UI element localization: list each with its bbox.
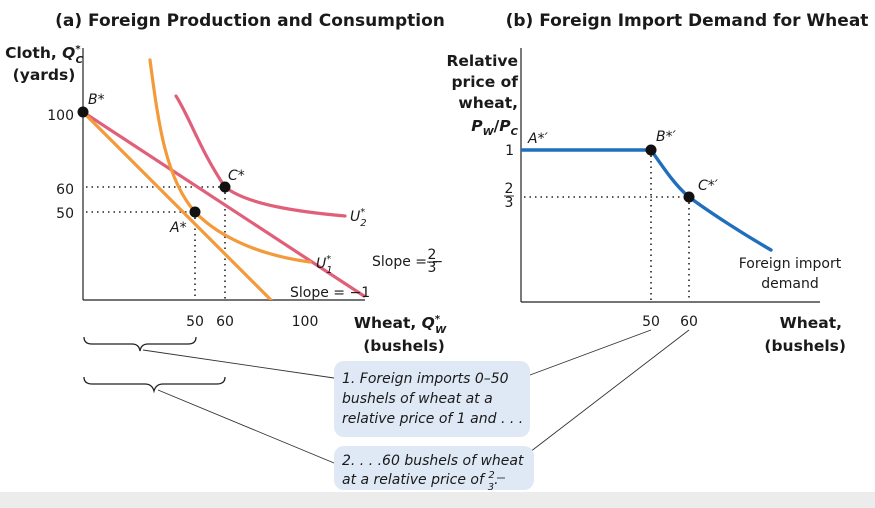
slope-two-thirds-line [83, 110, 366, 298]
panel-a-ytick-100: 100 [47, 108, 74, 124]
panel-a-xlabel-line1: Wheat, Q* W [354, 314, 447, 336]
panel-a-ytick-50: 50 [56, 206, 74, 222]
point-c-star-prime [683, 191, 695, 203]
panel-b-ylabel-line1: Relative [446, 52, 518, 70]
panel-a-title: (a) Foreign Production and Consumption [55, 11, 445, 31]
point-b-star [77, 106, 89, 118]
callout-2-box [334, 446, 534, 490]
panel-b-ytick-1: 1 [505, 143, 514, 159]
note2-line2: at a relative price of 2 3. [342, 470, 499, 492]
panel-b-xtick-60: 60 [680, 314, 698, 330]
label-u1: U* 1 [316, 254, 333, 276]
panel-b-ylabel-line3: wheat, [458, 94, 518, 112]
connector-note1-right [529, 329, 652, 376]
callout-1-box [334, 361, 530, 437]
panel-b-xtick-50: 50 [642, 314, 660, 330]
svg-text:2: 2 [505, 181, 514, 197]
panel-a-ylabel-line2: (yards) [13, 66, 76, 84]
point-b-star-prime [645, 144, 657, 156]
callout-note-2: 2. . . .60 bushels of wheat at a relativ… [334, 446, 534, 492]
brace-0-60 [83, 376, 226, 394]
connector-note1-left [142, 349, 335, 379]
note1-line1: 1. Foreign imports 0–50 [342, 371, 509, 387]
panel-a-ytick-60: 60 [56, 182, 74, 198]
slope-frac-den: 3 [428, 260, 437, 276]
note1-line2: bushels of wheat at a [342, 391, 493, 407]
label-a-star: A* [169, 220, 187, 236]
note2-line1: 2. . . .60 bushels of wheat [342, 453, 524, 469]
slope-frac-num: 2 [428, 247, 437, 263]
demand-label-line1: Foreign import [739, 256, 842, 272]
panel-a-guides [86, 186, 226, 300]
point-c-star [219, 181, 231, 193]
brace-0-50 [83, 336, 197, 352]
demand-label-line2: demand [761, 276, 818, 292]
label-c-star: C* [228, 168, 245, 184]
label-b-star-prime: B*′ [656, 129, 677, 145]
panel-b-guides [524, 150, 690, 302]
point-a-star [189, 206, 201, 218]
label-c-star-prime: C*′ [698, 178, 719, 194]
panel-b-ylabel-line2: price of [451, 73, 518, 91]
label-slope-two-thirds: Slope = − [372, 254, 443, 270]
label-b-star: B* [88, 92, 105, 108]
panel-a: Cloth, Q* C (yards) Wheat, Q* W (bushels) … [5, 44, 447, 355]
panel-a-xtick-100: 100 [292, 314, 319, 330]
panel-a-xtick-50: 50 [186, 314, 204, 330]
panel-a-xtick-60: 60 [216, 314, 234, 330]
panel-b-xlabel-line1: Wheat, [780, 314, 842, 332]
svg-text:3: 3 [505, 195, 514, 211]
panel-b-title: (b) Foreign Import Demand for Wheat [506, 11, 869, 31]
callout-note-1: 1. Foreign imports 0–50 bushels of wheat… [334, 361, 530, 437]
figure: (a) Foreign Production and Consumption (… [5, 11, 869, 492]
connector-note2-right [529, 329, 690, 453]
label-slope-minus-one: Slope = −1 [290, 285, 370, 301]
label-u2: U* 2 [350, 207, 367, 229]
foreign-import-demand-curve [521, 148, 773, 252]
panel-b-ylabel-line4: PW/PC [471, 117, 518, 138]
panel-b-xlabel-line2: (bushels) [764, 337, 846, 355]
panel-b-ytick-two-thirds: 2 3 [504, 181, 514, 211]
slope-minus-one-line [83, 110, 273, 300]
label-a-star-prime: A*′ [527, 131, 549, 147]
braces [83, 336, 226, 394]
indifference-curve-u2 [174, 94, 347, 218]
note1-line3: relative price of 1 and . . . [342, 411, 523, 427]
panel-a-xlabel-line2: (bushels) [363, 337, 445, 355]
connector-note2-left [157, 389, 335, 464]
connectors [142, 329, 690, 464]
bottom-strip [0, 492, 875, 508]
panel-a-ylabel-line1: Cloth, Q* C [5, 44, 84, 66]
panel-b: Relative price of wheat, PW/PC Wheat, (b… [446, 48, 846, 355]
